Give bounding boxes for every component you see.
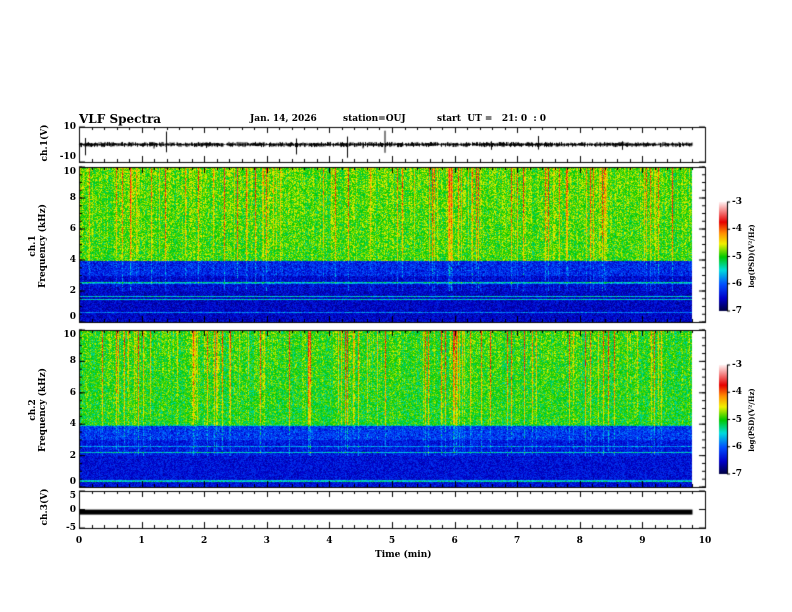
y-tick-label: -5 xyxy=(66,523,76,533)
x-tick-label: 3 xyxy=(263,536,270,546)
y-tick-label: 5 xyxy=(69,491,76,501)
y-tick-label: 4 xyxy=(69,255,76,265)
colorbar-tick-label: -4 xyxy=(732,387,742,398)
ch1-label: ch.1 xyxy=(28,235,38,257)
y-tick-label: 6 xyxy=(69,387,76,398)
x-tick-label: 9 xyxy=(639,536,646,546)
y-tick-label: 0 xyxy=(69,477,76,487)
station-label: station=OUJ xyxy=(343,114,406,124)
x-axis-label: Time (min) xyxy=(375,550,432,560)
colorbar1-label: log(PSD)(V²/Hz) xyxy=(747,224,756,288)
colorbar-tick-label: -3 xyxy=(732,197,742,207)
y-tick-label: 0 xyxy=(69,312,76,322)
colorbar-tick-label: -6 xyxy=(732,278,742,289)
colorbar-tick-label: -6 xyxy=(732,441,742,452)
x-tick-label: 0 xyxy=(75,536,83,546)
x-tick-label: 5 xyxy=(388,536,396,546)
colorbar2-label: log(PSD)(V²/Hz) xyxy=(747,388,756,452)
ch2-label: ch.2 xyxy=(28,399,38,421)
x-tick-label: 10 xyxy=(698,536,712,546)
x-tick-label: 8 xyxy=(576,536,583,546)
y-tick-label: 2 xyxy=(69,286,76,296)
colorbar-tick-label: -5 xyxy=(732,414,742,425)
y-tick-label: 10 xyxy=(63,122,76,132)
ch2-spec-ylabel: ch.2 Frequency (kHz) xyxy=(28,360,48,460)
figure-title: VLF Spectra xyxy=(79,112,162,126)
start-time-label: start UT = 21: 0 : 0 xyxy=(437,114,547,124)
freq-label: Frequency (kHz) xyxy=(38,368,48,453)
x-tick-label: 6 xyxy=(451,536,458,546)
x-tick-label: 1 xyxy=(138,536,145,546)
ch1-ylabel: ch.1(V) xyxy=(40,124,50,162)
ch3-ylabel: ch.3(V) xyxy=(40,488,50,526)
date-label: Jan. 14, 2026 xyxy=(250,114,317,124)
colorbar-tick-label: -4 xyxy=(732,224,742,235)
x-tick-label: 2 xyxy=(201,536,208,546)
colorbar-tick-label: -7 xyxy=(732,306,742,316)
x-tick-label: 4 xyxy=(326,536,333,546)
y-tick-label: -10 xyxy=(59,152,76,162)
y-tick-label: 4 xyxy=(69,419,76,430)
y-tick-label: 2 xyxy=(69,450,76,461)
colorbar-tick-label: -3 xyxy=(732,360,742,370)
colorbar-tick-label: -7 xyxy=(732,469,742,479)
freq-label: Frequency (kHz) xyxy=(38,204,48,289)
x-tick-label: 7 xyxy=(514,536,521,546)
colorbar-tick-label: -5 xyxy=(732,251,742,262)
ch1-spec-ylabel: ch.1 Frequency (kHz) xyxy=(28,196,48,296)
y-tick-label: 0 xyxy=(69,504,76,515)
y-tick-label: 8 xyxy=(69,193,76,203)
y-tick-label: 6 xyxy=(69,224,76,234)
y-tick-label: 10 xyxy=(63,330,76,340)
y-tick-label: 10 xyxy=(63,167,76,177)
y-tick-label: 8 xyxy=(69,356,76,367)
